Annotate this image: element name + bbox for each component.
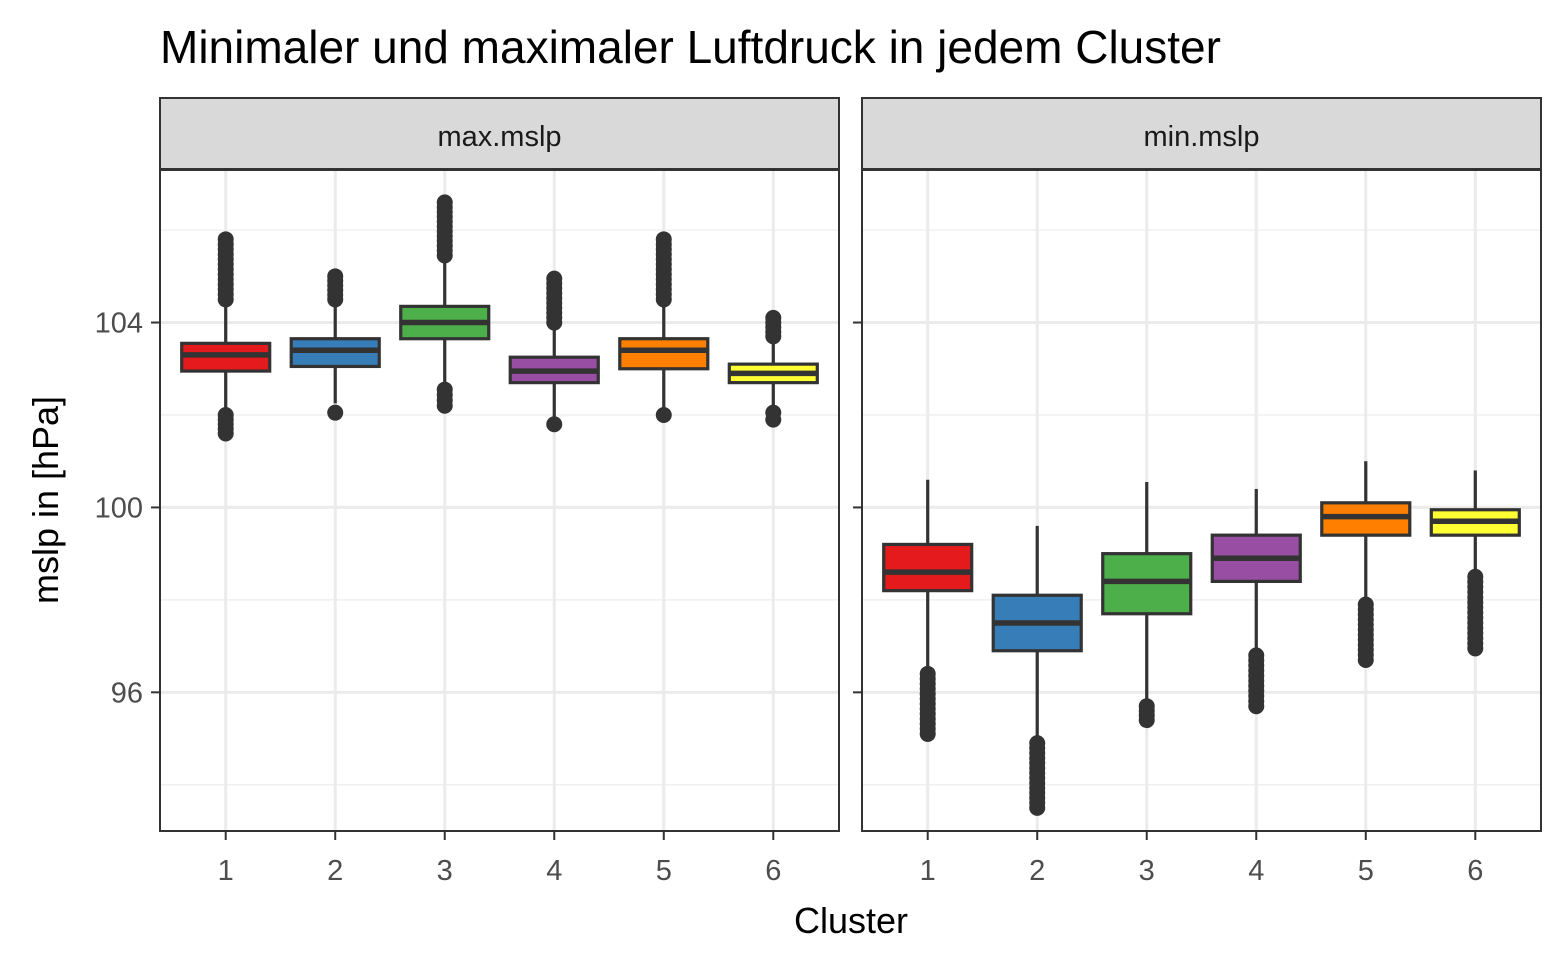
x-tick-label: 2: [327, 855, 343, 887]
box-body: [882, 542, 974, 593]
outlier-point: [217, 231, 234, 248]
y-axis: 96 100 104: [95, 308, 862, 709]
outlier-point: [1357, 596, 1374, 613]
strip-max-mslp: [159, 97, 840, 170]
x-tick-label: 2: [1029, 855, 1045, 887]
y-tick-label: 96: [111, 677, 143, 709]
outlier-point: [1138, 698, 1155, 715]
panel-max-mslp-background: [160, 170, 839, 831]
outlier-point: [546, 270, 563, 287]
box-cluster-4: [508, 270, 600, 433]
box-cluster-2: [991, 525, 1083, 816]
x-axis-title: Cluster: [794, 900, 908, 941]
panel-max-mslp: max.mslp: [159, 97, 840, 832]
x-tick-label: 6: [1467, 855, 1483, 887]
box-cluster-6: [727, 309, 819, 428]
outlier-point: [765, 404, 782, 421]
x-tick-label: 5: [1358, 855, 1374, 887]
panel-min-mslp-boxes: [882, 461, 1521, 816]
box-cluster-1: [882, 479, 974, 742]
box-cluster-1: [180, 231, 272, 442]
outlier-point: [327, 268, 344, 285]
outlier-point: [436, 381, 453, 398]
outlier-point: [1029, 735, 1046, 752]
box-cluster-6: [1429, 470, 1521, 657]
y-tick-label: 104: [95, 308, 143, 340]
outlier-point: [327, 404, 344, 421]
x-tick-label: 1: [218, 855, 234, 887]
y-axis-title: mslp in [hPa]: [25, 396, 66, 604]
x-tick-label: 4: [1248, 855, 1264, 887]
strip-label-min-mslp: min.mslp: [1143, 121, 1259, 153]
outlier-point: [1248, 647, 1265, 664]
x-tick-label: 6: [765, 855, 781, 887]
box-cluster-3: [399, 194, 491, 414]
x-tick-label: 5: [656, 855, 672, 887]
outlier-point: [919, 665, 936, 682]
x-tick-label: 3: [1139, 855, 1155, 887]
strip-label-max-mslp: max.mslp: [437, 121, 561, 153]
box-cluster-5: [618, 231, 710, 423]
y-tick-label: 100: [95, 492, 143, 524]
outlier-point: [655, 231, 672, 248]
panel-min-mslp-background: [862, 170, 1541, 831]
outlier-point: [217, 406, 234, 423]
panel-max-mslp-boxes: [180, 194, 819, 442]
box-cluster-5: [1320, 461, 1412, 668]
box-cluster-4: [1210, 488, 1302, 715]
chart-title: Minimaler und maximaler Luftdruck in jed…: [160, 21, 1221, 73]
x-axis: 1 2 3 4 5 6 1 2 3 4 5 6: [218, 831, 1483, 887]
x-tick-label: 4: [546, 855, 562, 887]
strip-min-mslp: [861, 97, 1542, 170]
x-tick-label: 3: [437, 855, 453, 887]
box-cluster-2: [289, 268, 381, 421]
outlier-point: [436, 194, 453, 211]
outlier-point: [546, 416, 563, 433]
box-body: [618, 337, 710, 371]
outlier-point: [655, 406, 672, 423]
outlier-point: [765, 309, 782, 326]
box-cluster-3: [1101, 482, 1193, 729]
outlier-point: [1467, 568, 1484, 585]
panel-min-mslp: min.mslp: [861, 97, 1542, 832]
x-tick-label: 1: [920, 855, 936, 887]
